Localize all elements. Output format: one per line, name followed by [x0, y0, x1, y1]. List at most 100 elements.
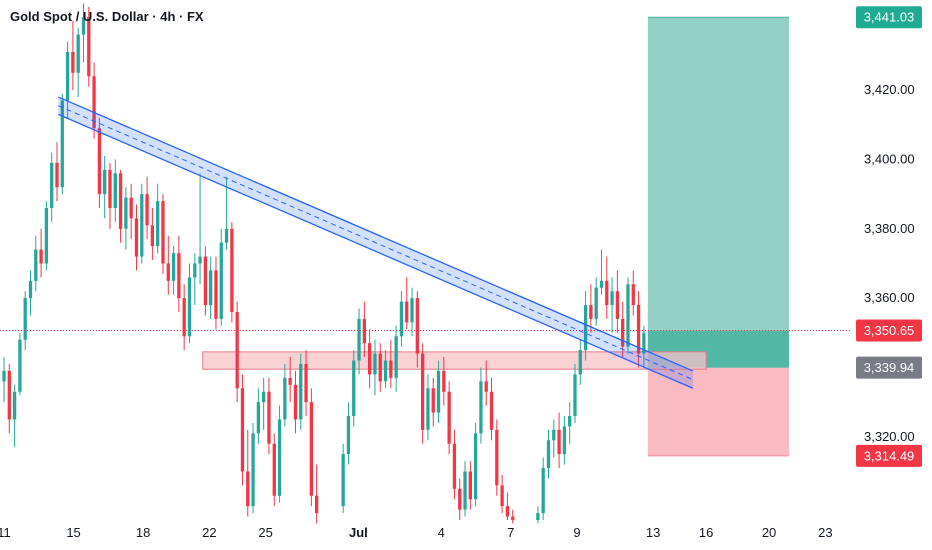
candle-body	[304, 364, 308, 403]
x-tick-label: 25	[258, 525, 272, 540]
candle	[44, 201, 49, 271]
x-tick-label: 11	[0, 525, 11, 540]
candle	[187, 263, 192, 344]
price-badge-bg	[856, 319, 922, 342]
candle	[50, 152, 54, 222]
descending-channel[interactable]	[58, 96, 694, 389]
x-tick-label: 4	[438, 525, 445, 540]
candle	[262, 377, 266, 430]
candle	[357, 308, 361, 375]
price-badge-label: 3,350.65	[864, 323, 915, 338]
candle-body	[203, 256, 208, 306]
candle-body	[399, 301, 404, 337]
candle-body	[594, 287, 598, 319]
candle	[562, 416, 567, 465]
y-tick-label: 3,360.00	[864, 290, 915, 305]
candle	[309, 388, 313, 507]
candle	[568, 402, 572, 444]
candle	[156, 183, 160, 254]
candle	[415, 291, 419, 368]
channel-upper-line	[58, 96, 694, 372]
candle-body	[156, 201, 160, 247]
candle	[256, 388, 261, 444]
candle	[636, 291, 641, 368]
candle	[383, 350, 388, 389]
symbol-title[interactable]: Gold Spot / U.S. Dollar · 4h · FX	[10, 9, 204, 24]
candle	[479, 367, 483, 444]
candle-body	[557, 429, 561, 455]
time-axis[interactable]: 11 15 18 22 25 Jul 4 7 9 13 16 20 23	[0, 525, 833, 540]
candle-body	[277, 419, 282, 496]
candle-body	[309, 402, 313, 496]
candle	[65, 41, 70, 118]
candle-body	[246, 471, 250, 507]
channel-midline	[58, 105, 694, 381]
candle-body	[145, 194, 149, 226]
candle	[55, 142, 59, 202]
candlestick-series	[2, 3, 646, 524]
candle-body	[426, 388, 430, 430]
candle	[463, 461, 467, 517]
candle	[277, 405, 282, 503]
candle	[18, 332, 22, 396]
candle-body	[87, 17, 91, 77]
candle	[92, 62, 96, 139]
price-badge-bg	[856, 356, 922, 379]
candle	[610, 277, 614, 333]
y-tick-label: 3,400.00	[864, 151, 915, 166]
candle	[473, 422, 478, 507]
candle	[166, 235, 170, 295]
candle	[129, 183, 133, 240]
candle-body	[113, 173, 117, 208]
candle-body	[230, 228, 234, 312]
candle	[7, 364, 11, 434]
candle	[341, 443, 345, 514]
candle-body	[605, 280, 609, 306]
candle	[171, 246, 176, 295]
candle	[198, 173, 202, 285]
candle	[193, 253, 197, 306]
candle-body	[541, 468, 545, 514]
candle-body	[272, 443, 276, 496]
candle-body	[583, 305, 588, 351]
price-badge: 3,339.94	[856, 356, 922, 379]
candle-body	[452, 443, 457, 489]
candle-body	[631, 284, 635, 306]
candle	[113, 159, 117, 222]
candle-body	[442, 370, 446, 392]
price-axis[interactable]: 3,420.00 3,400.00 3,380.00 3,360.00 3,320.00	[864, 82, 915, 444]
candle	[626, 277, 630, 354]
candle	[589, 284, 593, 333]
candle-body	[150, 225, 155, 247]
candle	[546, 429, 551, 479]
candle-body	[71, 52, 75, 73]
candle-body	[341, 454, 345, 507]
candle-body	[283, 377, 287, 420]
y-tick-label: 3,380.00	[864, 221, 915, 236]
candle	[578, 339, 582, 385]
candle-body	[251, 433, 255, 507]
candle	[28, 270, 33, 316]
candle-body	[568, 416, 572, 427]
candle-body	[209, 270, 213, 306]
candle-body	[420, 353, 425, 430]
candle	[71, 20, 75, 91]
candle	[505, 492, 510, 520]
candle-body	[589, 305, 593, 319]
candle	[642, 325, 646, 368]
candle	[272, 433, 276, 507]
candle-body	[108, 169, 112, 208]
candle-body	[182, 298, 186, 337]
candle-body	[468, 471, 472, 500]
x-tick-label: Jul	[349, 525, 368, 540]
candle-body	[235, 312, 239, 389]
candle-body	[615, 291, 620, 319]
y-tick-label: 3,420.00	[864, 82, 915, 97]
candle	[150, 208, 155, 260]
candle-body	[431, 388, 435, 413]
candle	[251, 422, 255, 514]
candle	[420, 343, 425, 444]
candle-body	[378, 353, 382, 382]
price-badge-bg	[856, 6, 922, 29]
